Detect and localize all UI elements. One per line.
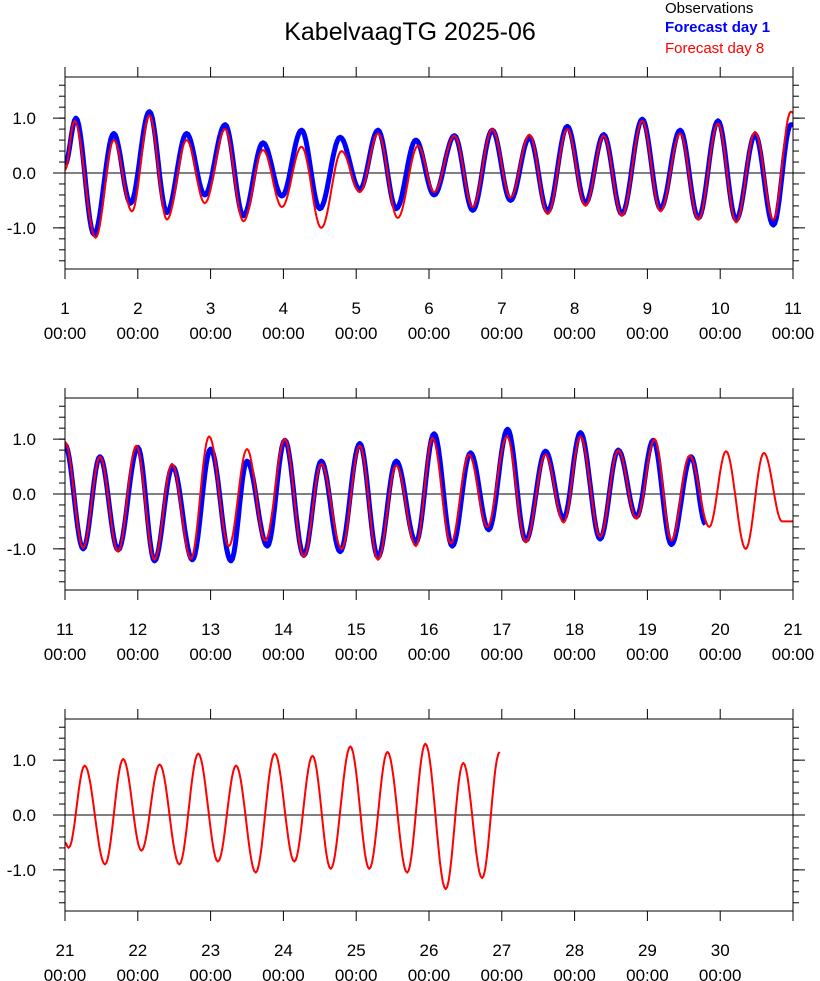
- x-tick-label-time: 00:00: [335, 324, 378, 343]
- x-tick-label-time: 00:00: [408, 645, 451, 664]
- x-tick-label-day: 11: [56, 620, 74, 639]
- y-tick-label: -1.0: [7, 861, 36, 880]
- x-tick-label-day: 21: [784, 620, 803, 639]
- x-tick-label-day: 2: [133, 299, 142, 318]
- x-tick-label-day: 14: [274, 620, 293, 639]
- series-group: [65, 109, 793, 239]
- x-tick-label-time: 00:00: [44, 324, 87, 343]
- x-tick-label-time: 00:00: [553, 966, 596, 981]
- x-tick-label-day: 28: [565, 941, 584, 960]
- x-tick-label-time: 00:00: [481, 324, 524, 343]
- x-tick-label-day: 7: [497, 299, 506, 318]
- panel-2: -1.0 0.0 1.0 11 00:00 12 00:00 13 00:00 14 00:00 15…: [7, 388, 815, 664]
- x-tick-label-day: 26: [420, 941, 439, 960]
- x-tick-label-time: 00:00: [189, 645, 232, 664]
- series-group: [65, 426, 793, 564]
- x-tick-label-day: 10: [711, 299, 730, 318]
- legend-forecast-day-1: Forecast day 1: [665, 19, 770, 36]
- series-forecast_day8: [65, 110, 793, 239]
- x-tick-label-day: 25: [347, 941, 366, 960]
- series-forecast_day8: [65, 742, 501, 891]
- x-tick-label-time: 00:00: [335, 645, 378, 664]
- y-tick-label: 1.0: [12, 751, 36, 770]
- x-tick-label-day: 4: [279, 299, 288, 318]
- y-tick-label: 0.0: [12, 485, 36, 504]
- x-tick-label-time: 00:00: [772, 645, 815, 664]
- x-tick-label-time: 00:00: [262, 324, 305, 343]
- x-tick-label-day: 22: [128, 941, 147, 960]
- y-tick-label: 1.0: [12, 430, 36, 449]
- x-tick-label-day: 20: [711, 620, 730, 639]
- x-tick-label-day: 30: [711, 941, 730, 960]
- x-tick-label-time: 00:00: [262, 966, 305, 981]
- legend-forecast-day-8: Forecast day 8: [665, 40, 764, 57]
- x-tick-label-time: 00:00: [626, 645, 669, 664]
- x-tick-label-time: 00:00: [262, 645, 305, 664]
- y-tick-label: 1.0: [12, 109, 36, 128]
- x-tick-label-day: 24: [274, 941, 293, 960]
- x-tick-label-day: 15: [347, 620, 366, 639]
- legend-observations: Observations: [665, 0, 753, 17]
- y-tick-label: 0.0: [12, 164, 36, 183]
- y-tick-label: -1.0: [7, 219, 36, 238]
- x-tick-label-time: 00:00: [699, 645, 742, 664]
- x-tick-label-day: 5: [351, 299, 360, 318]
- x-tick-label-time: 00:00: [189, 966, 232, 981]
- x-tick-label-day: 6: [424, 299, 433, 318]
- legend: Observations Forecast day 1 Forecast day…: [665, 0, 770, 57]
- x-tick-label-time: 00:00: [699, 966, 742, 981]
- x-tick-label-time: 00:00: [626, 324, 669, 343]
- x-tick-label-time: 00:00: [626, 966, 669, 981]
- x-tick-label-day: 27: [492, 941, 511, 960]
- x-tick-label-day: 17: [492, 620, 511, 639]
- x-tick-label-day: 21: [56, 941, 75, 960]
- x-tick-label-day: 18: [565, 620, 584, 639]
- x-tick-label-time: 00:00: [481, 966, 524, 981]
- x-tick-label-day: 12: [128, 620, 147, 639]
- chart-title: KabelvaagTG 2025-06: [284, 18, 536, 46]
- x-tick-label-day: 1: [60, 299, 69, 318]
- panel-1: -1.0 0.0 1.0 1 00:00 2 00:00 3 00:00 4 00:00 5 00:00…: [7, 67, 815, 343]
- x-tick-label-time: 00:00: [699, 324, 742, 343]
- x-tick-label-day: 19: [638, 620, 657, 639]
- x-tick-label-time: 00:00: [408, 324, 451, 343]
- x-tick-label-time: 00:00: [553, 645, 596, 664]
- x-tick-label-day: 23: [201, 941, 220, 960]
- x-tick-label-time: 00:00: [44, 645, 87, 664]
- x-tick-label-day: 13: [201, 620, 220, 639]
- panel-3: -1.0 0.0 1.0 21 00:00 22 00:00 23 00:00 24 00:00 25…: [7, 709, 805, 981]
- x-tick-label-time: 00:00: [772, 324, 815, 343]
- x-tick-label-time: 00:00: [481, 645, 524, 664]
- x-tick-label-time: 00:00: [117, 645, 160, 664]
- y-tick-label: 0.0: [12, 806, 36, 825]
- x-tick-label-time: 00:00: [553, 324, 596, 343]
- x-tick-label-time: 00:00: [117, 324, 160, 343]
- x-tick-label-day: 16: [420, 620, 439, 639]
- x-tick-label-time: 00:00: [408, 966, 451, 981]
- x-tick-label-time: 00:00: [44, 966, 87, 981]
- x-tick-label-day: 8: [570, 299, 579, 318]
- y-tick-label: -1.0: [7, 540, 36, 559]
- x-tick-label-time: 00:00: [335, 966, 378, 981]
- x-tick-label-day: 11: [784, 299, 802, 318]
- x-tick-label-time: 00:00: [189, 324, 232, 343]
- series-group: [65, 742, 501, 891]
- series-forecast_day8: [65, 435, 793, 561]
- x-tick-label-day: 9: [643, 299, 652, 318]
- x-tick-label-time: 00:00: [117, 966, 160, 981]
- x-tick-label-day: 29: [638, 941, 657, 960]
- x-tick-label-day: 3: [206, 299, 215, 318]
